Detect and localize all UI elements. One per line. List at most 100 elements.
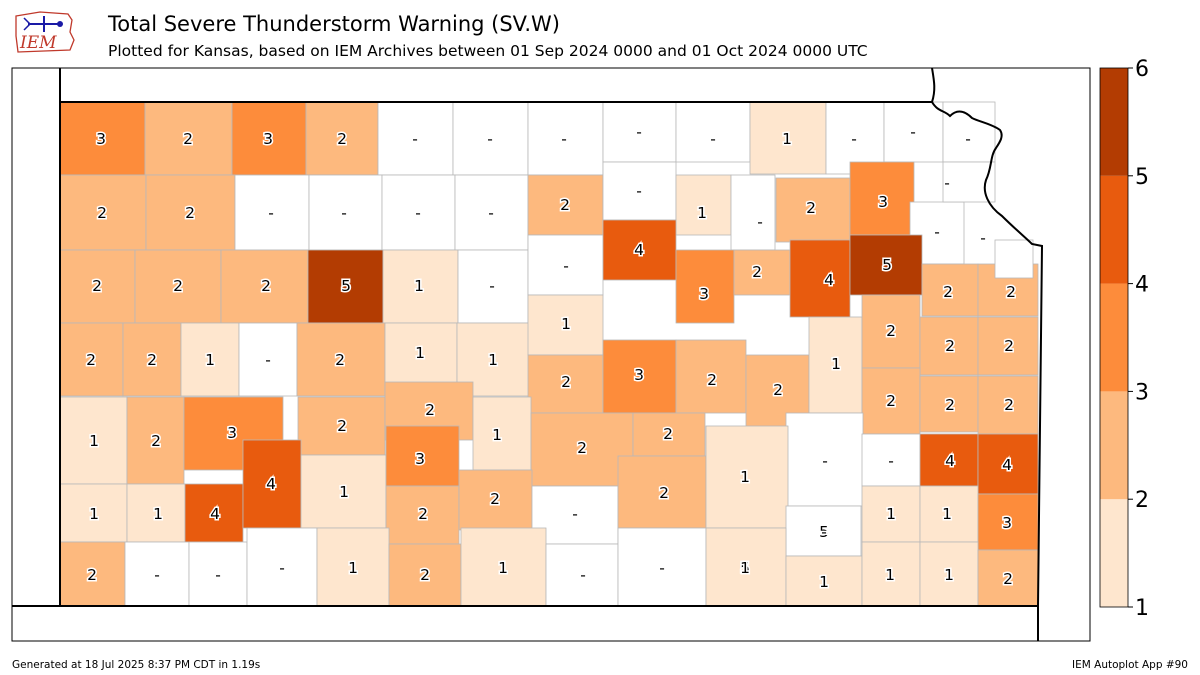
colorbar-tick-label: 4 (1135, 273, 1149, 298)
county-polygon (527, 174, 604, 236)
county-count-label: 1 (885, 566, 895, 584)
county-polygon (602, 101, 677, 163)
county-polygon (381, 174, 456, 251)
county-polygon (942, 101, 996, 163)
county-polygon (126, 396, 185, 485)
county-polygon (994, 239, 1034, 279)
county-count-label: 1 (819, 573, 829, 591)
county-count-label: 2 (337, 417, 347, 435)
county-count-label: 2 (945, 396, 955, 414)
county-count-label: 4 (266, 475, 276, 493)
county-polygon (122, 322, 182, 397)
county-polygon (530, 412, 634, 487)
county-count-label: 2 (86, 351, 96, 369)
colorbar-outline (1099, 67, 1129, 608)
county-count-label: 3 (96, 130, 106, 148)
county-count-label: 2 (420, 566, 430, 584)
county-count-label: - (279, 559, 285, 577)
county-count-label: 1 (415, 344, 425, 362)
county-polygon (730, 174, 776, 251)
county-polygon (472, 396, 532, 471)
county-count-label: 5 (882, 256, 892, 274)
county-count-label: 3 (263, 130, 273, 148)
county-polygon (220, 249, 309, 324)
colorbar-bin (1100, 175, 1128, 284)
county-polygon (775, 177, 851, 243)
county-count-label: 2 (261, 277, 271, 295)
county-polygon (234, 174, 310, 251)
county-count-label: 1 (153, 505, 163, 523)
county-count-label: - (822, 452, 828, 470)
county-count-label: 4 (1002, 456, 1012, 474)
county-count-label: 2 (92, 277, 102, 295)
county-count-label: 1 (348, 559, 358, 577)
county-count-label: 2 (707, 371, 717, 389)
county-count-label: 2 (173, 277, 183, 295)
county-polygon (785, 505, 862, 557)
county-count-label: 5 (740, 559, 750, 577)
county-polygon (388, 543, 462, 607)
county-polygon (977, 316, 1039, 376)
county-polygon (861, 367, 921, 435)
county-polygon (861, 541, 921, 607)
county-count-label: 4 (824, 271, 834, 289)
colorbar-bin (1100, 391, 1128, 500)
colorbar-tick-label: 6 (1135, 57, 1149, 82)
county-polygon (59, 174, 147, 251)
county-polygon (617, 527, 707, 607)
county-count-label: 1 (831, 355, 841, 373)
county-polygon (382, 249, 459, 324)
county-polygon (675, 249, 735, 324)
county-count-label: 1 (492, 426, 502, 444)
county-count-label: 1 (944, 566, 954, 584)
county-count-label: 3 (699, 285, 709, 303)
colorbar-tick-label: 5 (1135, 165, 1149, 190)
county-count-label: 3 (878, 193, 888, 211)
county-count-label: - (580, 566, 586, 584)
county-count-label: - (341, 204, 347, 222)
county-count-label: 2 (945, 337, 955, 355)
county-count-label: 2 (185, 204, 195, 222)
county-polygon (296, 322, 386, 397)
county-count-label: 2 (577, 439, 587, 457)
county-count-label: 1 (89, 505, 99, 523)
county-polygon (617, 455, 707, 529)
county-polygon (527, 101, 604, 176)
colorbar-tick-label: 1 (1135, 596, 1149, 621)
county-count-label: - (265, 351, 271, 369)
county-polygon (377, 101, 454, 176)
map-frame (11, 67, 1091, 642)
county-count-label: - (487, 130, 493, 148)
map-title: Total Severe Thunderstorm Warning (SV.W) (108, 12, 560, 36)
county-polygon (919, 433, 979, 487)
state-border-line (60, 101, 1044, 607)
county-count-label: - (851, 130, 857, 148)
county-polygon (316, 527, 390, 607)
county-count-label: 1 (740, 468, 750, 486)
county-count-label: - (757, 213, 763, 231)
county-count-label: 2 (561, 373, 571, 391)
county-count-label: - (636, 123, 642, 141)
county-count-label: - (563, 257, 569, 275)
county-count-label: 2 (659, 484, 669, 502)
county-polygon (184, 483, 244, 543)
county-count-label: 1 (942, 505, 952, 523)
state-borders (12, 67, 1044, 641)
county-layer (59, 101, 1039, 607)
county-count-label: - (489, 277, 495, 295)
county-count-label: 2 (1004, 396, 1014, 414)
county-polygon (919, 541, 979, 607)
county-count-label: 1 (740, 559, 750, 577)
county-count-label: 4 (945, 452, 955, 470)
county-count-label: 2 (886, 322, 896, 340)
county-polygon (145, 174, 236, 251)
county-count-label: - (636, 182, 642, 200)
county-count-label: - (561, 130, 567, 148)
county-polygon (808, 316, 863, 414)
county-polygon (632, 412, 706, 457)
county-count-label: 1 (498, 559, 508, 577)
county-count-label: 1 (339, 483, 349, 501)
county-polygon (59, 396, 128, 485)
county-polygon (180, 322, 240, 397)
